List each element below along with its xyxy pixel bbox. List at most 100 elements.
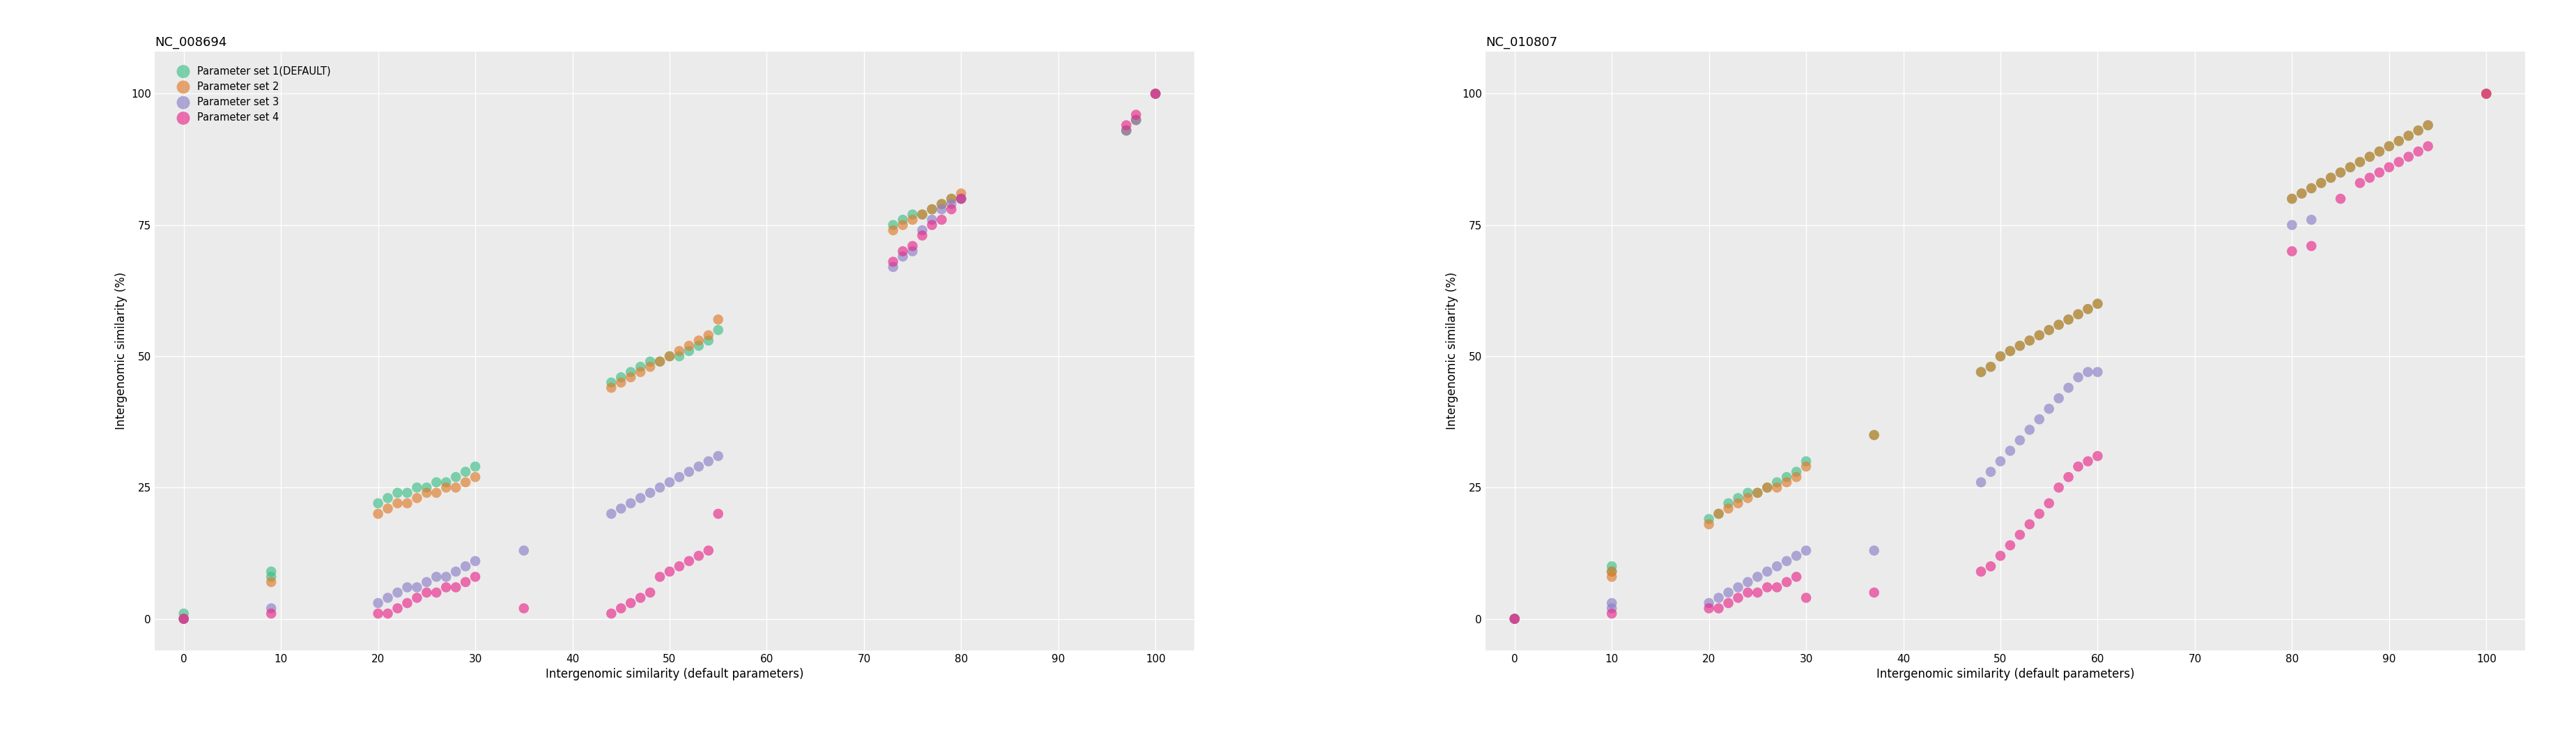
Parameter set 2 bbox=[688, 330, 729, 341]
Point bbox=[2269, 219, 2311, 231]
Point bbox=[1736, 487, 1777, 499]
Point bbox=[2388, 130, 2429, 142]
Parameter set 1(DEFAULT) bbox=[611, 366, 652, 378]
Point bbox=[2009, 335, 2050, 347]
Point bbox=[1785, 455, 1826, 467]
Parameter set 1(DEFAULT) bbox=[677, 340, 719, 352]
Parameter set 4 bbox=[891, 240, 933, 252]
Parameter set 1(DEFAULT) bbox=[629, 355, 670, 367]
Parameter set 4 bbox=[873, 256, 914, 268]
Parameter set 3 bbox=[891, 245, 933, 257]
Parameter set 2 bbox=[629, 361, 670, 372]
Parameter set 4 bbox=[368, 607, 410, 619]
Point bbox=[1757, 560, 1798, 572]
Point bbox=[2398, 125, 2439, 137]
Point bbox=[2406, 140, 2447, 152]
Point bbox=[1747, 582, 1788, 593]
Parameter set 4 bbox=[698, 508, 739, 520]
Text: NC_010807: NC_010807 bbox=[1484, 36, 1556, 49]
Parameter set 2 bbox=[930, 193, 971, 205]
Point bbox=[1726, 487, 1767, 499]
Point bbox=[2378, 135, 2419, 147]
Point bbox=[2406, 119, 2447, 131]
Point bbox=[2329, 161, 2370, 173]
Parameter set 3 bbox=[376, 587, 417, 599]
Parameter set 1(DEFAULT) bbox=[912, 203, 953, 215]
Point bbox=[1757, 477, 1798, 488]
Point bbox=[2048, 313, 2089, 325]
Point bbox=[2318, 166, 2360, 178]
Parameter set 4 bbox=[667, 555, 708, 567]
Point bbox=[1765, 576, 1806, 588]
Parameter set 3 bbox=[425, 571, 466, 583]
Parameter set 4 bbox=[902, 230, 943, 242]
Parameter set 4 bbox=[415, 587, 456, 599]
Parameter set 3 bbox=[453, 555, 495, 567]
Parameter set 4 bbox=[435, 582, 477, 593]
Point bbox=[2058, 308, 2099, 320]
Parameter set 2 bbox=[407, 487, 448, 499]
Point bbox=[2367, 140, 2409, 152]
Parameter set 2 bbox=[873, 225, 914, 236]
Parameter set 2 bbox=[940, 188, 981, 200]
Parameter set 3 bbox=[930, 198, 971, 210]
Parameter set 3 bbox=[639, 482, 680, 494]
Point bbox=[1978, 350, 2020, 362]
Parameter set 4 bbox=[425, 582, 466, 593]
Point bbox=[1960, 366, 2002, 378]
Point bbox=[1785, 592, 1826, 604]
Parameter set 3 bbox=[649, 477, 690, 488]
Point bbox=[2311, 172, 2352, 184]
Parameter set 4 bbox=[649, 565, 690, 577]
Parameter set 3 bbox=[368, 592, 410, 604]
Point bbox=[1852, 587, 1893, 599]
Parameter set 3 bbox=[358, 597, 399, 609]
Point bbox=[2009, 335, 2050, 347]
Parameter set 1(DEFAULT) bbox=[1115, 114, 1157, 126]
Parameter set 4 bbox=[376, 602, 417, 614]
Parameter set 1(DEFAULT) bbox=[425, 477, 466, 488]
Point bbox=[2038, 319, 2079, 330]
Parameter set 4 bbox=[621, 592, 662, 604]
Point bbox=[2357, 166, 2398, 178]
Point bbox=[1592, 607, 1633, 619]
Parameter set 1(DEFAULT) bbox=[162, 607, 204, 619]
Parameter set 1(DEFAULT) bbox=[397, 482, 438, 494]
Point bbox=[2311, 172, 2352, 184]
Point bbox=[1989, 445, 2030, 457]
Parameter set 1(DEFAULT) bbox=[386, 487, 428, 499]
Parameter set 3 bbox=[1105, 125, 1146, 137]
Parameter set 4 bbox=[881, 245, 922, 257]
Point bbox=[2009, 518, 2050, 530]
Parameter set 2 bbox=[453, 471, 495, 483]
Point bbox=[1765, 471, 1806, 483]
Point bbox=[1960, 565, 2002, 577]
Parameter set 3 bbox=[415, 571, 456, 583]
Point bbox=[2339, 177, 2380, 189]
Parameter set 3 bbox=[940, 193, 981, 205]
Point bbox=[2038, 319, 2079, 330]
Parameter set 4 bbox=[1115, 109, 1157, 120]
Point bbox=[1785, 545, 1826, 556]
Parameter set 1(DEFAULT) bbox=[891, 208, 933, 220]
Parameter set 4 bbox=[250, 607, 291, 619]
Point bbox=[1592, 571, 1633, 583]
Point bbox=[2066, 303, 2107, 315]
Parameter set 2 bbox=[162, 613, 204, 624]
Parameter set 1(DEFAULT) bbox=[639, 355, 680, 367]
Point bbox=[2300, 177, 2342, 189]
Point bbox=[2465, 88, 2506, 100]
Parameter set 1(DEFAULT) bbox=[688, 335, 729, 347]
Point bbox=[2349, 172, 2391, 184]
Point bbox=[2339, 156, 2380, 168]
Point bbox=[2017, 508, 2058, 520]
Parameter set 1(DEFAULT) bbox=[1133, 88, 1175, 100]
Parameter set 1(DEFAULT) bbox=[659, 350, 701, 362]
Parameter set 1(DEFAULT) bbox=[368, 492, 410, 504]
Point bbox=[2290, 183, 2331, 194]
Point bbox=[2058, 372, 2099, 384]
Point bbox=[1775, 571, 1816, 583]
Point bbox=[1698, 508, 1739, 520]
Point bbox=[1592, 602, 1633, 614]
Point bbox=[2318, 166, 2360, 178]
